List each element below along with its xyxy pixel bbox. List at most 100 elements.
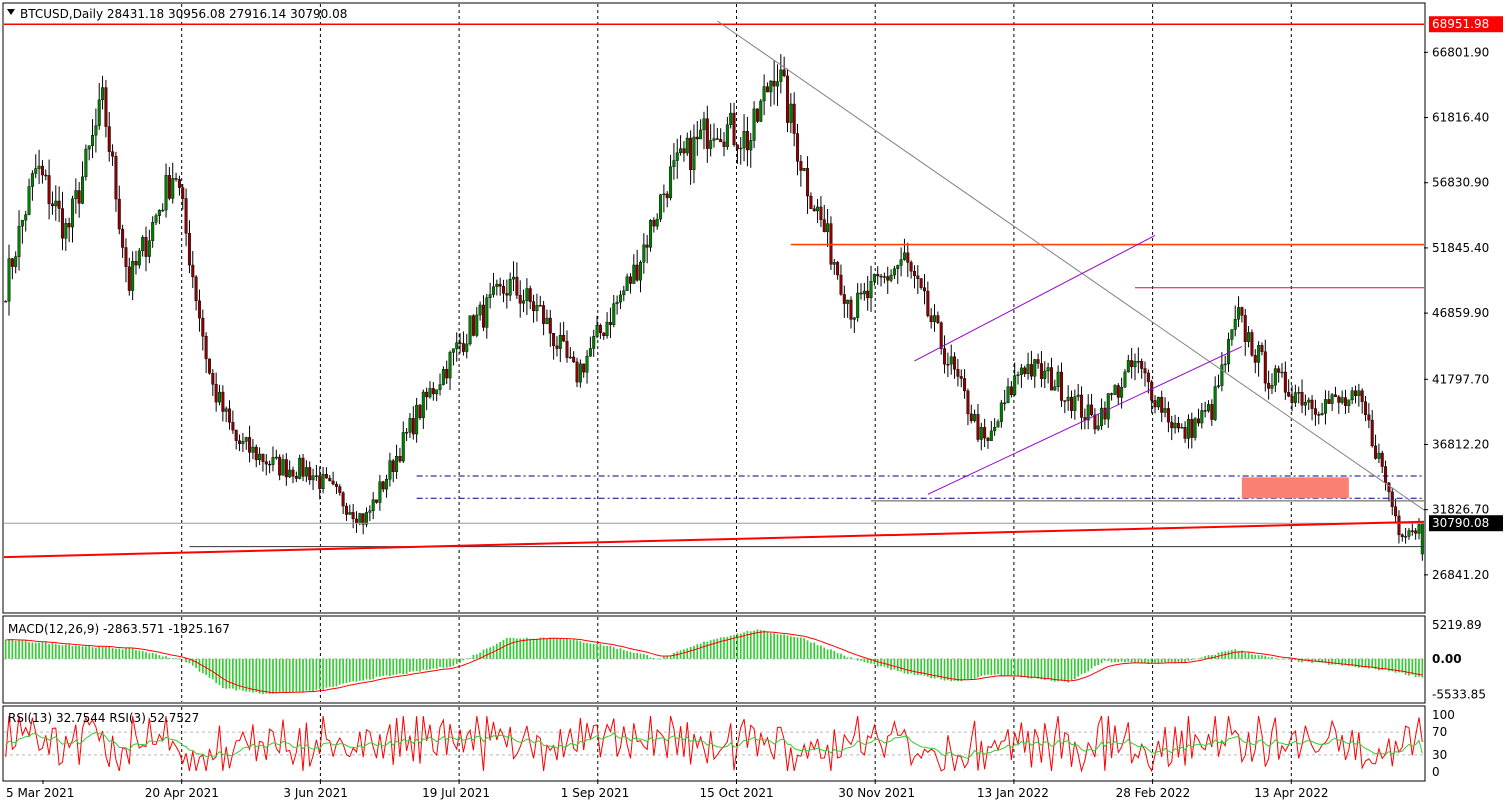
candle-body [1196,418,1200,424]
candle-body [1059,371,1063,401]
macd-histogram-bar [953,658,956,681]
macd-histogram-bar [853,658,856,660]
candle-body [1193,418,1197,438]
last-price-tag [1429,515,1503,532]
candle-body [1420,523,1424,555]
macd-histogram-bar [529,638,532,659]
candle-body [1156,396,1160,408]
candle [1370,409,1374,448]
candle-body [655,218,659,227]
candle-body [264,461,268,465]
candle-body [341,492,345,507]
macd-histogram-bar [612,647,615,659]
candle-body [879,275,883,278]
candle [973,409,977,423]
macd-histogram-bar [211,658,214,680]
macd-histogram-bar [1157,658,1160,664]
rsi-slow-line [5,732,1423,759]
candle-body [191,264,195,278]
candle [281,454,285,476]
candle [331,471,335,486]
price-tick-label: 66801.90 [1432,45,1489,59]
candle-body [826,223,830,232]
candle-body [645,244,649,248]
candle [81,161,85,205]
high-level-tag [1429,16,1503,33]
candle-body [425,391,429,398]
candle-body [839,274,843,295]
macd-histogram-bar [766,632,769,659]
candle-body [428,388,432,398]
candle [588,336,592,357]
candle-body [933,315,937,323]
candle [87,145,91,161]
candle [946,352,950,378]
candle-body [1113,385,1117,395]
macd-histogram-bar [783,634,785,659]
candle-body [695,136,699,140]
candle-body [141,236,145,252]
candle [154,213,158,226]
candle-body [796,133,800,162]
candle [752,101,756,149]
candle [127,257,131,296]
candle-body [1190,418,1194,438]
candle [1123,369,1127,388]
candle-body [438,384,442,390]
channel-upper [914,234,1156,362]
candle [515,262,519,300]
macd-histogram-bar [61,645,64,659]
candle-body [1133,361,1137,368]
candle [455,332,459,362]
candle [786,68,790,133]
candle-body [936,315,940,323]
macd-histogram-bar [920,658,922,675]
candle-body [896,265,900,269]
candle [769,80,773,107]
candle-body [675,152,679,161]
candle [298,454,302,480]
macd-histogram-bar [335,658,338,687]
candle-body [418,404,422,419]
candle-body [1217,385,1221,387]
candle-body [1043,370,1047,379]
candle-body [498,283,502,287]
candle [134,250,138,275]
candle [993,418,997,436]
candle [144,226,148,272]
candle [1110,392,1114,401]
candle-body [331,480,335,485]
macd-histogram-bar [151,652,154,659]
macd-histogram-bar [1361,658,1364,668]
candle-body [1313,408,1317,415]
macd-histogram-bar [870,658,872,664]
macd-histogram-bar [178,658,181,660]
candle-body [1267,382,1271,389]
candle-body [401,432,405,462]
candle-body [1240,307,1244,316]
candle [351,504,355,529]
candle [826,208,830,248]
candle [505,279,509,309]
macd-histogram-bar [1291,658,1293,661]
candle-body [558,334,562,349]
candle [605,312,609,339]
collapse-triangle-icon[interactable] [7,9,15,15]
main-panel[interactable] [2,2,1426,614]
macd-histogram-bar [509,637,512,659]
candle-body [779,69,783,82]
macd-histogram-bar [1381,658,1384,671]
macd-histogram-bar [793,636,796,659]
macd-histogram-bar [629,651,632,659]
macd-histogram-bar [272,658,274,694]
candle [1360,388,1364,414]
candle-body [441,369,445,385]
macd-histogram-bar [1030,658,1033,679]
macd-histogram-bar [890,658,892,671]
candle-body [1300,392,1304,406]
candle [344,502,348,521]
candle [441,366,445,386]
candle [314,465,318,481]
candle-body [385,479,389,490]
